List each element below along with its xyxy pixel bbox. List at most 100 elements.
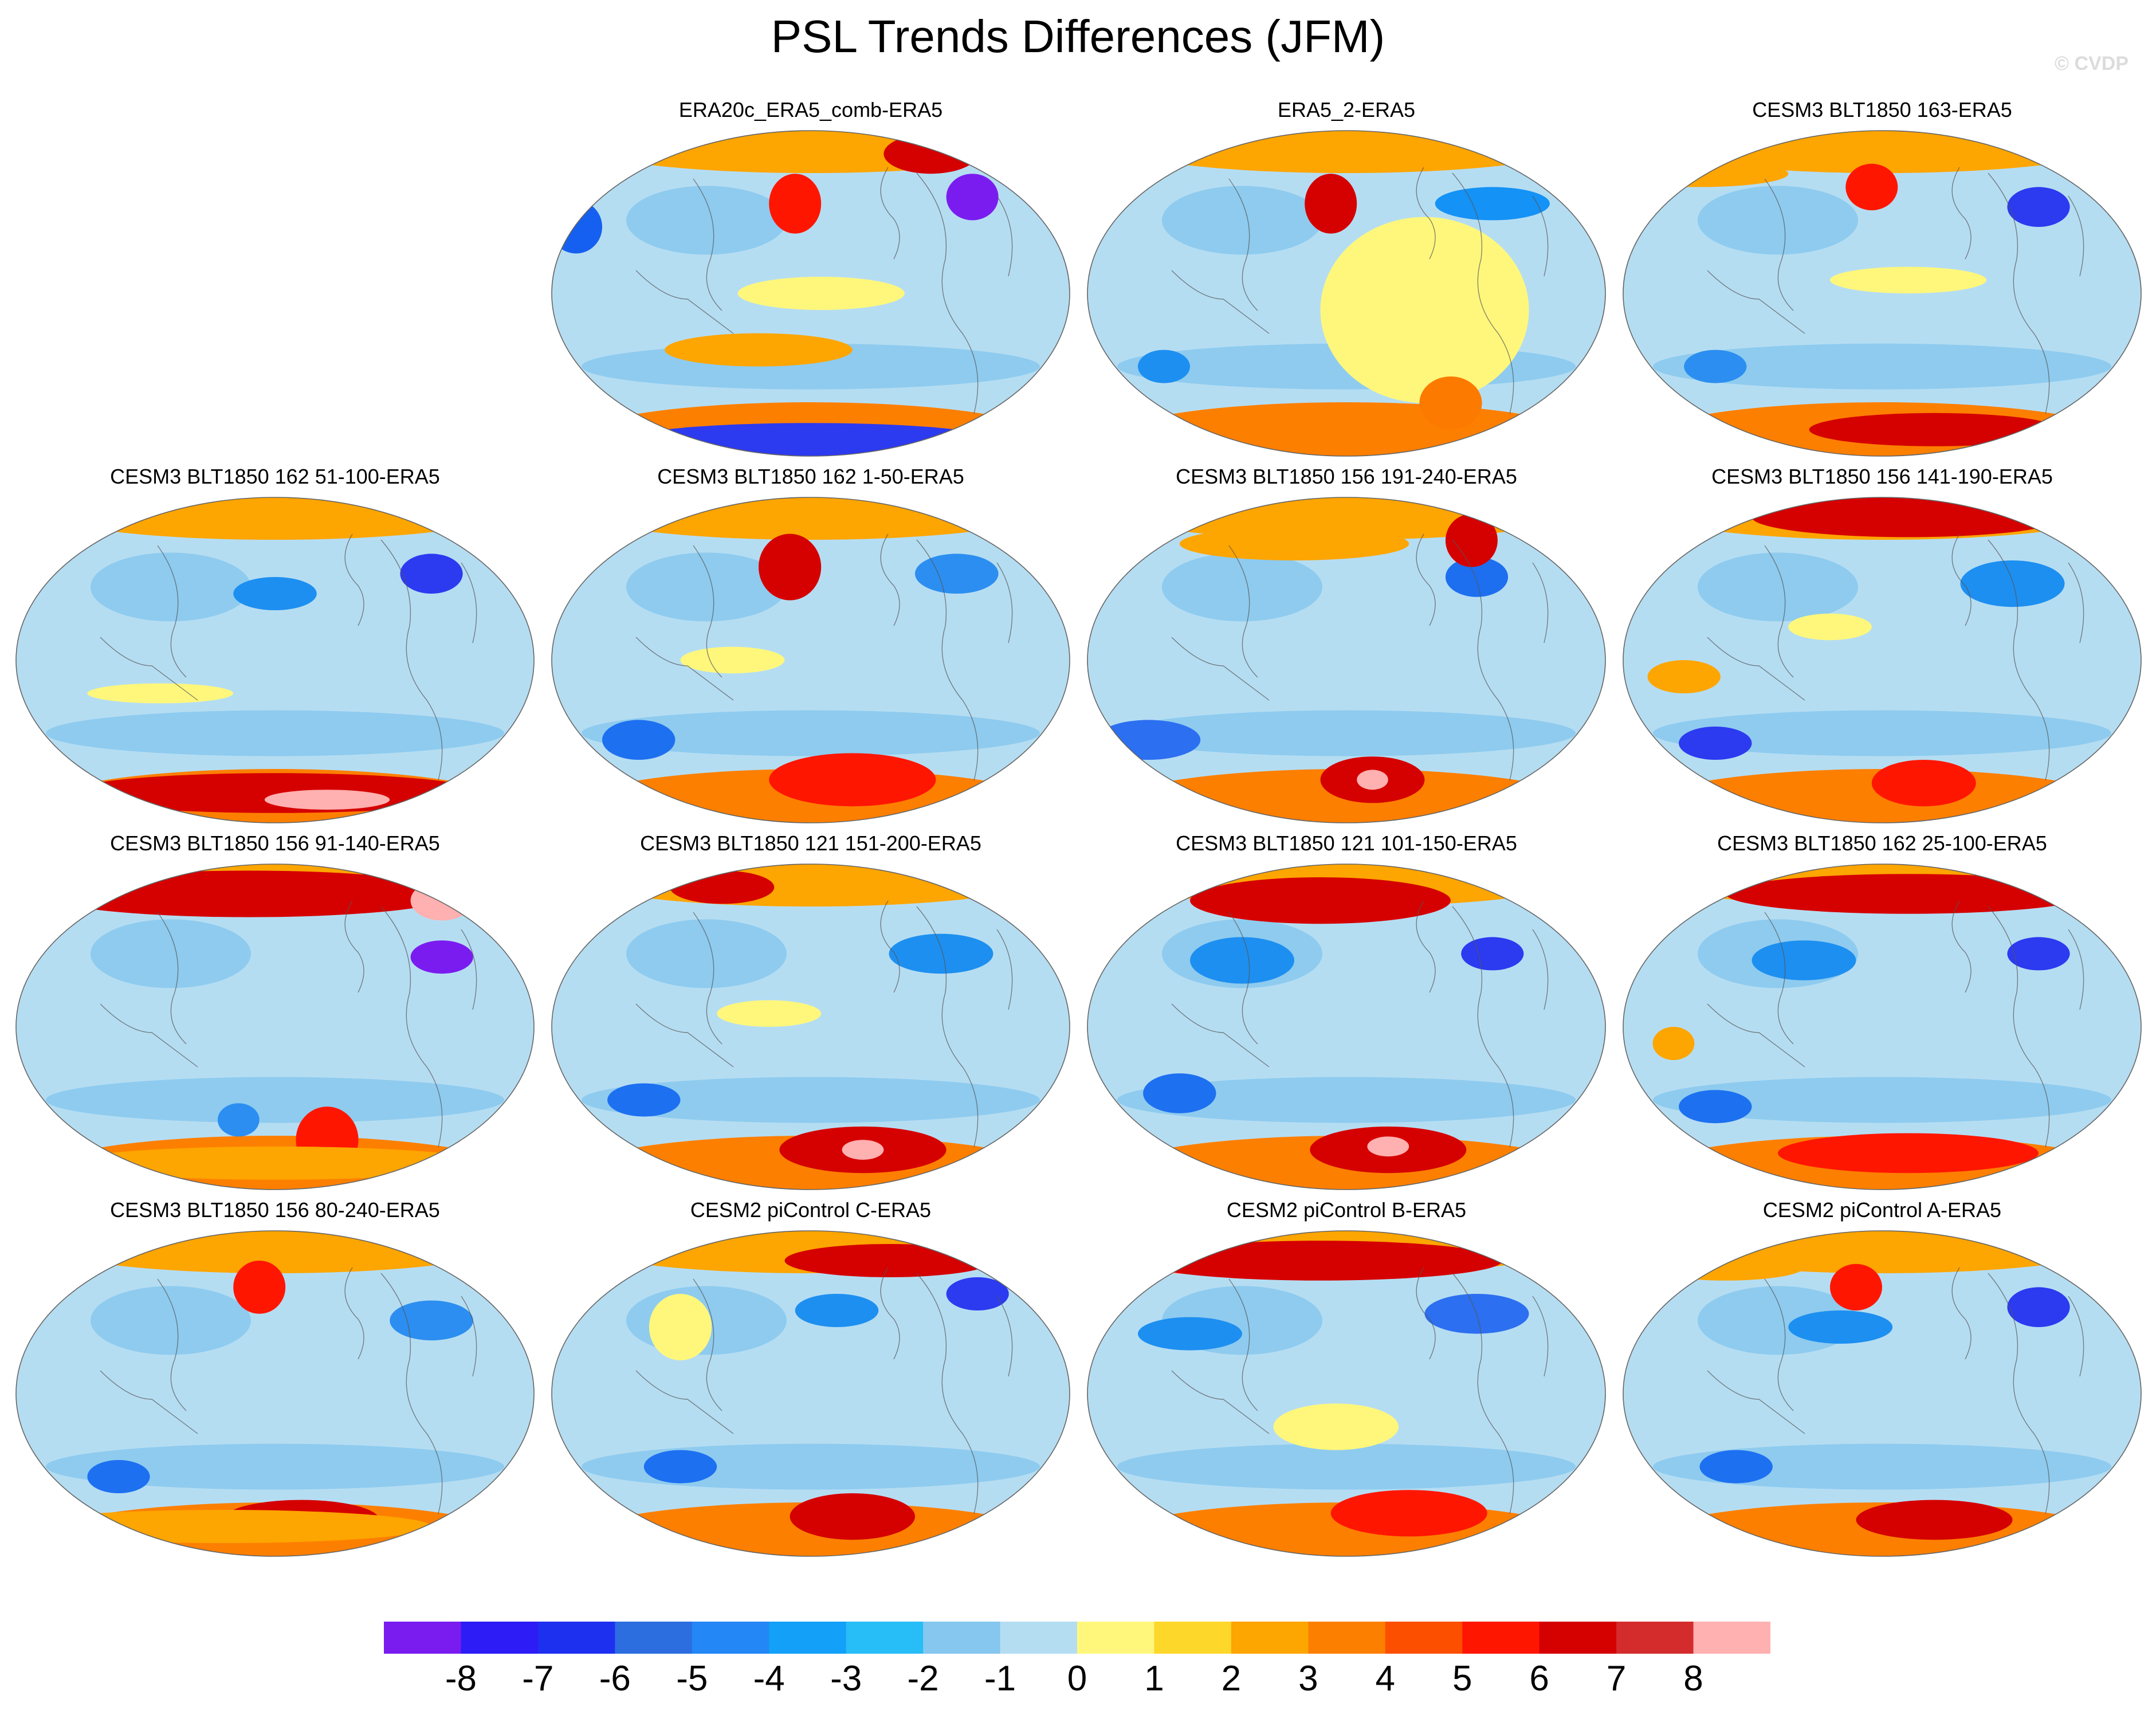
anomaly-region [410, 880, 473, 921]
anomaly-region [1096, 720, 1201, 760]
anomaly-region [1679, 1090, 1752, 1124]
colorbar-swatch [692, 1622, 769, 1654]
anomaly-region [1960, 560, 2065, 607]
anomaly-region [1445, 513, 1498, 567]
anomaly-region [1788, 1310, 1893, 1344]
figure-title: PSL Trends Differences (JFM) [771, 11, 1385, 62]
anomaly-region [1778, 1133, 2039, 1174]
panel-title: CESM3 BLT1850 162 1-50-ERA5 [657, 465, 964, 488]
map-panel: CESM3 BLT1850 121 151-200-ERA5 [544, 831, 1077, 1198]
colorbar-swatch [615, 1622, 693, 1654]
anomaly-region [390, 1300, 473, 1341]
colorbar-swatch [1308, 1622, 1386, 1654]
anomaly-region [1871, 760, 1976, 807]
anomaly-region [1699, 1450, 1773, 1484]
colorbar-swatch [537, 1622, 615, 1654]
map-panel: CESM3 BLT1850 163-ERA5 [1616, 97, 2149, 464]
anomaly-region [717, 1000, 822, 1027]
panel-title: CESM3 BLT1850 163-ERA5 [1752, 98, 2012, 121]
map-panel: CESM3 BLT1850 121 101-150-ERA5 [1080, 831, 1613, 1198]
colorbar-swatch [1231, 1622, 1309, 1654]
anomaly-region [1273, 1403, 1399, 1450]
map-panel: CESM3 BLT1850 156 191-240-ERA5 [1080, 464, 1613, 831]
anomaly-region [233, 1261, 286, 1314]
anomaly-region [946, 1277, 1009, 1310]
map-panel: CESM2 piControl B-ERA5 [1080, 1198, 1613, 1564]
anomaly-region [1751, 497, 2065, 537]
colorbar-tick-label: -2 [907, 1659, 939, 1698]
anomaly-region [87, 1460, 150, 1493]
anomaly-region [1138, 1317, 1242, 1351]
colorbar-swatch [461, 1622, 539, 1654]
anomaly-region [628, 423, 993, 456]
anomaly-region [233, 577, 317, 610]
psl-trend-map [551, 130, 1070, 457]
map-panel: CESM3 BLT1850 156 80-240-ERA5 [9, 1198, 541, 1564]
anomaly-region [2007, 1287, 2070, 1327]
map-panel: CESM2 piControl A-ERA5 [1616, 1198, 2149, 1564]
colorbar-swatch [1539, 1622, 1617, 1654]
anomaly-region [40, 870, 458, 917]
colorbar-swatch [1693, 1622, 1770, 1654]
anomaly-region [1143, 1073, 1216, 1113]
colorbar-tick-label: -4 [753, 1659, 785, 1698]
anomaly-region [1435, 187, 1550, 221]
anomaly-region [790, 1493, 915, 1540]
panel-title: ERA20c_ERA5_comb-ERA5 [678, 98, 943, 121]
anomaly-region [1419, 376, 1482, 430]
panel-title: ERA5_2-ERA5 [1277, 98, 1416, 121]
anomaly-region [607, 1083, 681, 1117]
anomaly-region [87, 683, 234, 704]
psl-trend-map [1087, 864, 1606, 1190]
anomaly-region [737, 277, 905, 310]
colorbar-tick-label: 7 [1606, 1659, 1627, 1698]
colorbar-tick-label: -5 [676, 1659, 708, 1698]
colorbar-swatch [1385, 1622, 1463, 1654]
panel-title: CESM3 BLT1850 156 141-190-ERA5 [1711, 465, 2053, 488]
anomaly-region [1679, 727, 1752, 760]
colorbar-swatch [384, 1622, 461, 1654]
anomaly-region [1652, 1027, 1695, 1060]
colorbar-tick-label: -8 [445, 1659, 477, 1698]
anomaly-region [1647, 660, 1721, 693]
psl-trend-map [1087, 1230, 1606, 1557]
map-panel: ERA20c_ERA5_comb-ERA5 [544, 97, 1077, 464]
anomaly-region [1357, 770, 1388, 790]
anomaly-region [66, 1146, 484, 1180]
anomaly-region [602, 720, 676, 760]
colorbar-swatch [1462, 1622, 1540, 1654]
anomaly-region [889, 933, 993, 974]
anomaly-region [1138, 1241, 1503, 1281]
anomaly-region [264, 790, 390, 810]
panel-title: CESM3 BLT1850 162 25-100-ERA5 [1717, 831, 2047, 855]
anomaly-region [217, 1103, 260, 1137]
anomaly-region [1330, 1490, 1487, 1537]
anomaly-region [842, 1140, 884, 1160]
map-panel: CESM3 BLT1850 162 1-50-ERA5 [544, 464, 1077, 831]
colorbar-tick-label: -7 [522, 1659, 554, 1698]
colorbar-swatch [1154, 1622, 1232, 1654]
anomaly-region [1830, 1263, 1882, 1310]
colorbar-tick-label: 2 [1221, 1659, 1242, 1698]
anomaly-region [16, 1510, 431, 1543]
anomaly-region [769, 174, 822, 234]
psl-trend-map [551, 1230, 1070, 1557]
anomaly-region [1445, 557, 1509, 597]
anomaly-region [670, 870, 775, 904]
anomaly-region [1367, 1136, 1409, 1157]
map-panel: CESM3 BLT1850 156 91-140-ERA5 [9, 831, 541, 1198]
map-panel: CESM3 BLT1850 162 51-100-ERA5 [9, 464, 541, 831]
map-panel: CESM3 BLT1850 162 25-100-ERA5 [1616, 831, 2149, 1198]
colorbar-tick-label: 6 [1529, 1659, 1549, 1698]
panel-title: CESM3 BLT1850 156 80-240-ERA5 [110, 1198, 440, 1222]
map-panel: ERA5_2-ERA5 [1080, 97, 1613, 464]
anomaly-region [1751, 940, 1856, 980]
anomaly-region [1726, 874, 2091, 914]
psl-trend-map [1087, 130, 1606, 457]
anomaly-region [1179, 527, 1409, 560]
panel-title: CESM2 piControl B-ERA5 [1226, 1198, 1467, 1222]
colorbar-tick-label: 4 [1375, 1659, 1395, 1698]
anomaly-region [1138, 350, 1190, 383]
colorbar-tick-label: -6 [599, 1659, 631, 1698]
colorbar-tick-label: 8 [1683, 1659, 1703, 1698]
